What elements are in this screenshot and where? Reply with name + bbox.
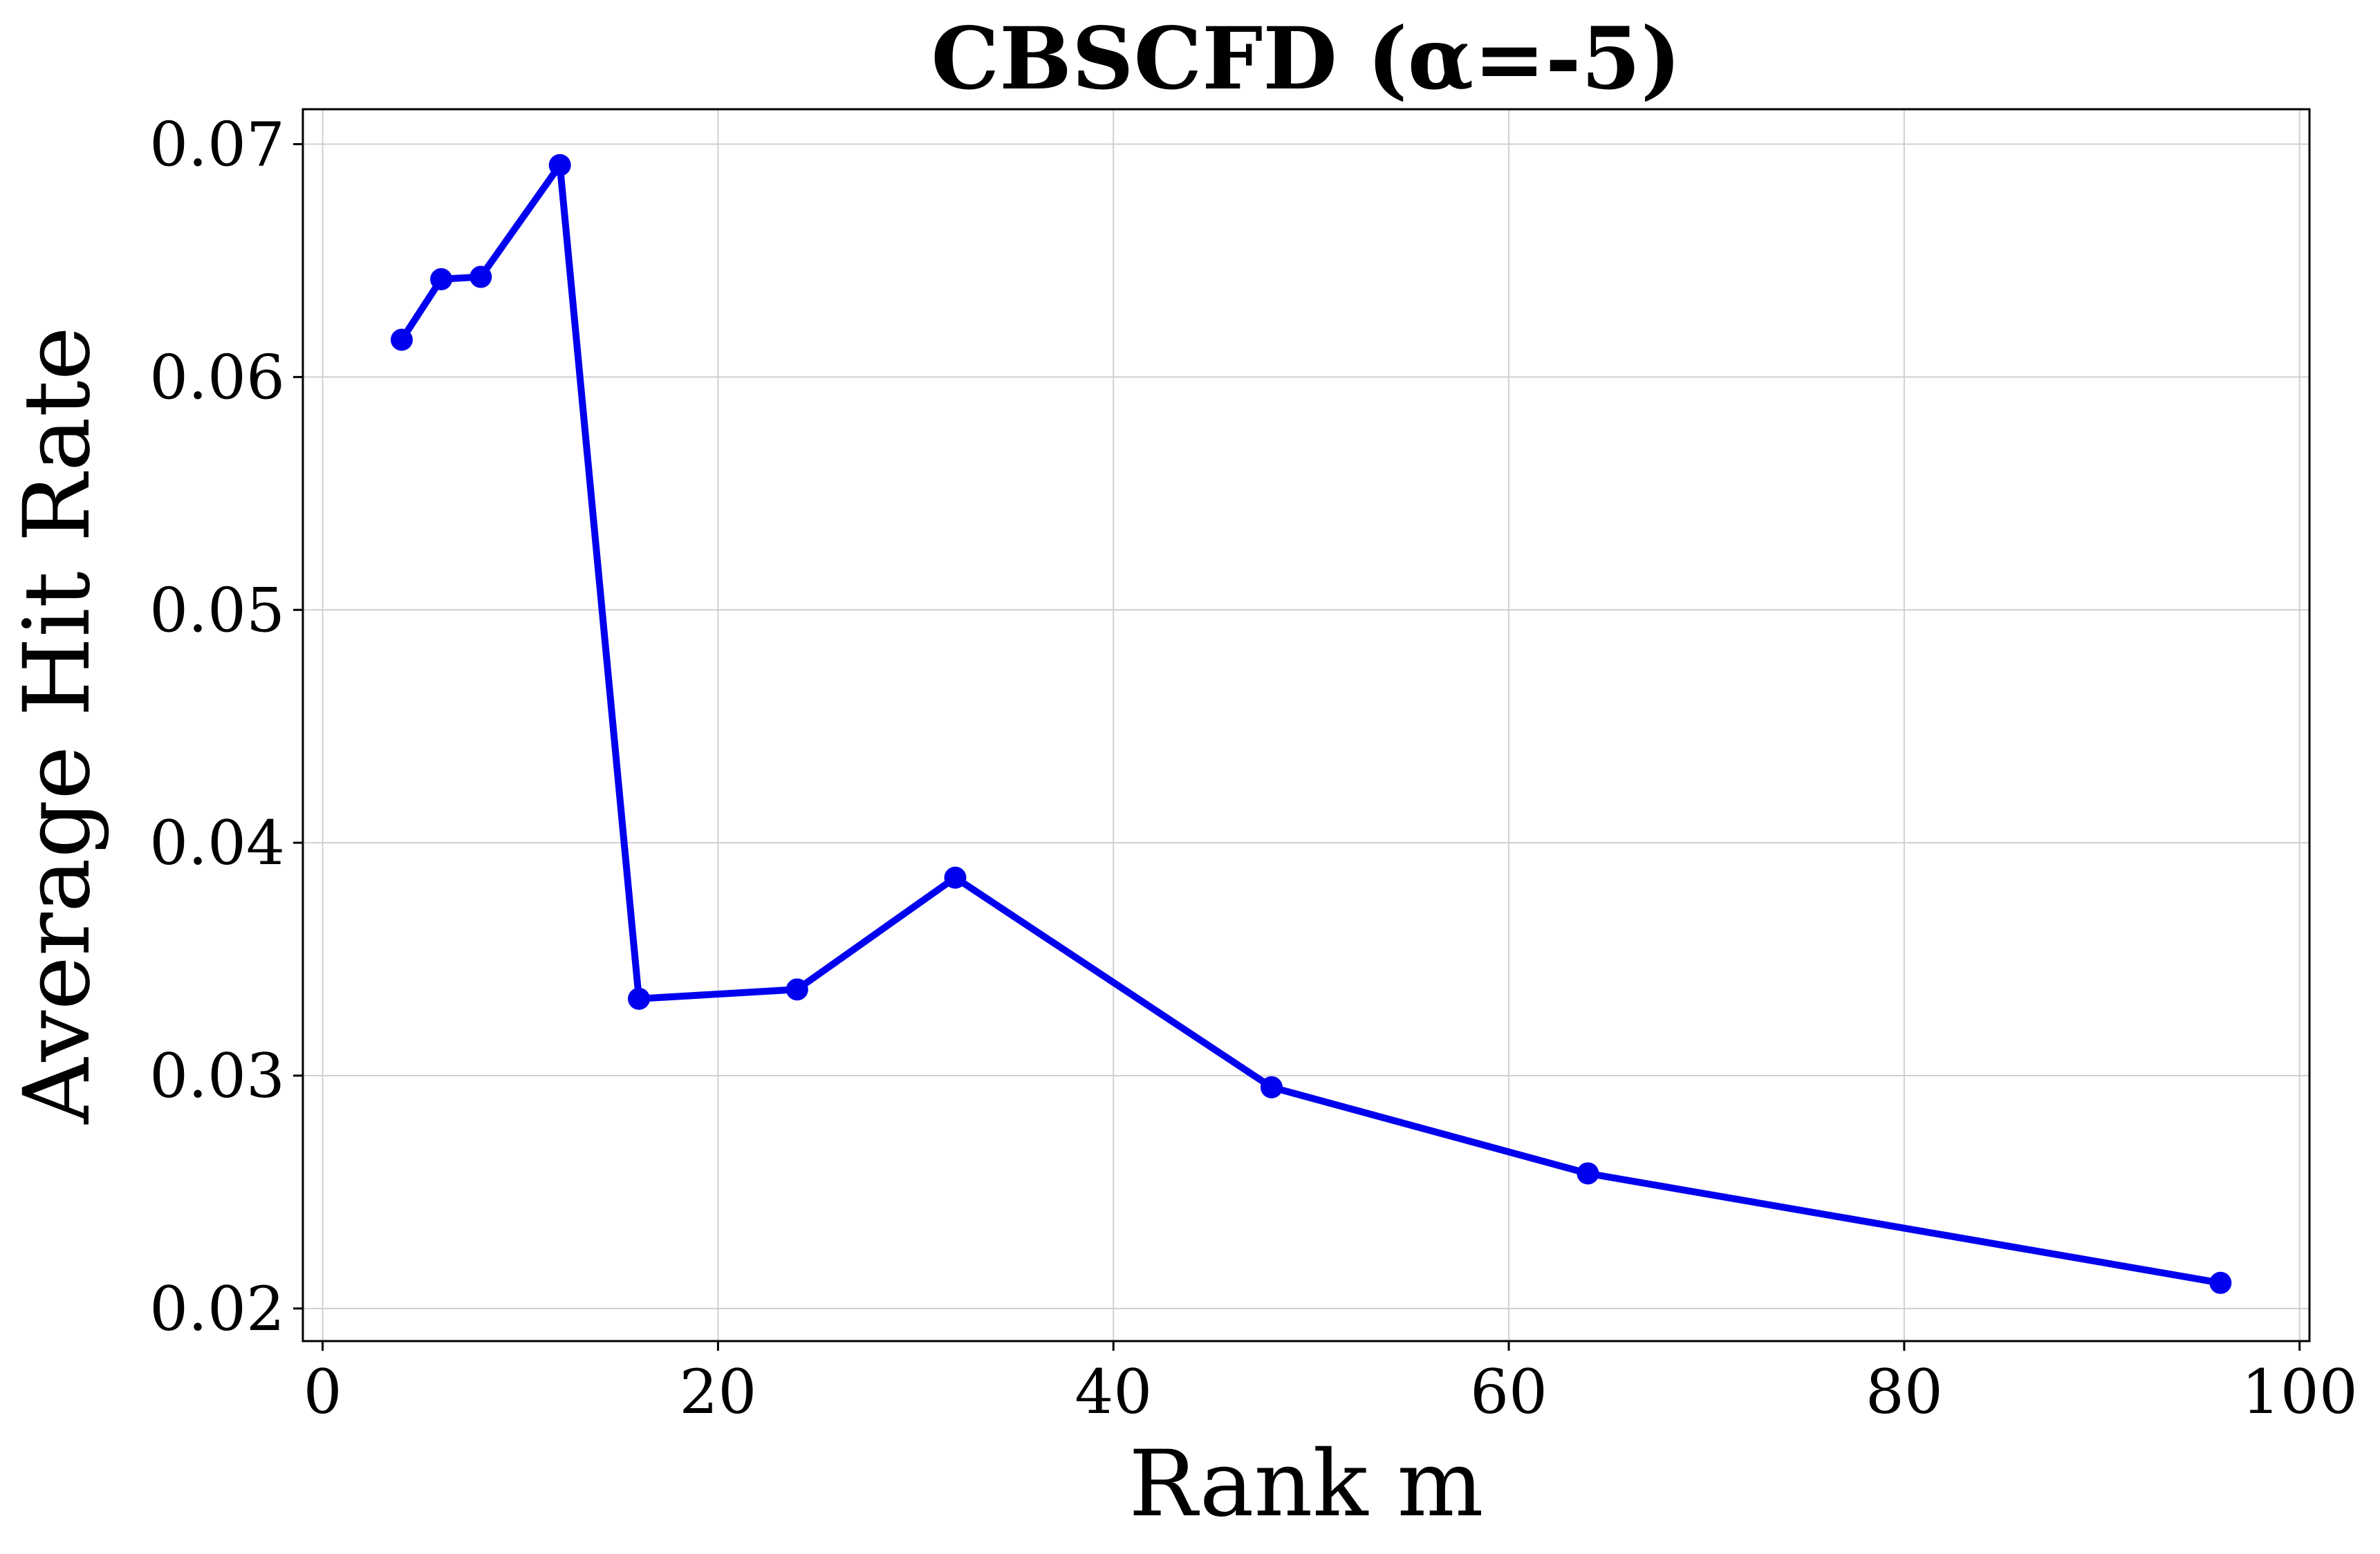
x-tick-label: 60 bbox=[1470, 1356, 1547, 1427]
x-tick-label: 40 bbox=[1075, 1356, 1152, 1427]
data-point bbox=[2209, 1271, 2232, 1294]
chart-title: CBSCFD (α=-5) bbox=[931, 9, 1682, 109]
y-tick-label: 0.06 bbox=[149, 341, 285, 413]
data-point bbox=[470, 265, 492, 288]
series-layer bbox=[390, 153, 2232, 1294]
data-point bbox=[1260, 1076, 1283, 1098]
ticks: 0 20 40 60 80 100 0.02 0.03 0.04 0.05 0.06 0.07 bbox=[149, 109, 2358, 1427]
x-tick-label: 20 bbox=[679, 1356, 756, 1427]
x-axis-label: Rank m bbox=[1128, 1431, 1483, 1537]
series-line bbox=[398, 161, 2224, 1286]
x-tick-label: 80 bbox=[1866, 1356, 1943, 1427]
data-point bbox=[430, 268, 453, 290]
y-tick-label: 0.02 bbox=[149, 1273, 285, 1345]
data-point bbox=[1577, 1162, 1599, 1185]
data-point bbox=[944, 866, 967, 889]
data-point bbox=[628, 987, 651, 1010]
x-tick-label: 0 bbox=[304, 1356, 342, 1427]
x-tick-label: 100 bbox=[2242, 1356, 2358, 1427]
y-tick-label: 0.04 bbox=[149, 807, 285, 879]
y-tick-label: 0.05 bbox=[149, 574, 285, 646]
y-tick-label: 0.07 bbox=[149, 109, 285, 180]
plot-frame bbox=[301, 108, 2311, 1342]
data-point bbox=[548, 153, 571, 176]
y-tick-label: 0.03 bbox=[149, 1040, 285, 1112]
grid bbox=[303, 109, 2309, 1341]
data-point bbox=[785, 978, 808, 1001]
y-axis-label: Average Hit Rate bbox=[4, 326, 111, 1125]
data-point bbox=[390, 328, 413, 351]
